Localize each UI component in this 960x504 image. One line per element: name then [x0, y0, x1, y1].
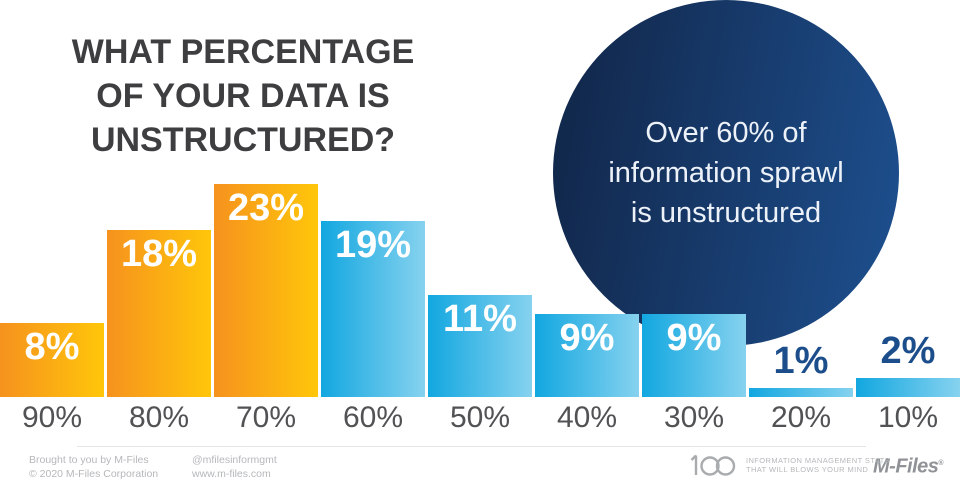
stats-tagline-line-2: THAT WILL BLOWS YOUR MIND	[746, 465, 869, 474]
bar-column-40pct: 9%	[535, 314, 639, 397]
bar-column-30pct: 9%	[642, 314, 746, 397]
bar-chart: 8% 18% 23% 19% 11% 9% 9% 1% 2%	[0, 157, 960, 397]
bar-70pct: 23%	[214, 184, 318, 397]
bar-value-label-50pct: 11%	[443, 298, 517, 340]
mfiles-wordmark: M-Files	[873, 455, 939, 478]
stats-tagline-line-1: INFORMATION MANAGEMENT STATS	[746, 456, 890, 465]
mfiles-logo: M-Files®	[873, 452, 944, 479]
page-title-line-1: WHAT PERCENTAGE	[71, 33, 415, 71]
bar-value-label-90pct: 8%	[24, 326, 80, 368]
bar-value-label-60pct: 19%	[334, 224, 412, 266]
axis-tick-label-30pct: 30%	[663, 401, 725, 434]
footer-social: @mfilesinformgmt www.m-files.com	[192, 453, 277, 481]
page-title-line-2: OF YOUR DATA IS	[96, 77, 390, 115]
bar-column-10pct: 2%	[856, 329, 960, 397]
bar-60pct: 19%	[321, 221, 425, 397]
bar-column-50pct: 11%	[428, 295, 532, 397]
axis-tick-label-10pct: 10%	[877, 401, 939, 434]
axis-tick-label-40pct: 40%	[556, 401, 618, 434]
social-handle: @mfilesinformgmt	[192, 454, 277, 466]
bar-column-80pct: 18%	[107, 230, 211, 397]
bar-column-90pct: 8%	[0, 323, 104, 397]
bar-value-label-20pct: 1%	[773, 340, 829, 382]
bar-column-70pct: 23%	[214, 184, 318, 397]
bar-80pct: 18%	[107, 230, 211, 397]
bar-value-label-30pct: 9%	[666, 317, 722, 359]
axis-tick-label-90pct: 90%	[21, 401, 83, 434]
axis-tick-label-60pct: 60%	[342, 401, 404, 434]
bar-value-label-10pct: 2%	[880, 330, 936, 372]
callout-text: Over 60% of information sprawl is unstru…	[608, 113, 843, 233]
axis-tick-label-20pct: 20%	[770, 401, 832, 434]
axis-row: 90% 80% 70% 60% 50% 40% 30% 20% 10%	[0, 400, 960, 436]
registered-mark: ®	[938, 460, 944, 467]
axis-tick-label-70pct: 70%	[235, 401, 297, 434]
bar-column-20pct: 1%	[749, 339, 853, 397]
bar-value-label-80pct: 18%	[120, 233, 198, 275]
callout-line-3: is unstructured	[630, 197, 822, 229]
footer-credit: Brought to you by M-Files © 2020 M-Files…	[29, 453, 158, 481]
stats-tagline: INFORMATION MANAGEMENT STATS THAT WILL B…	[746, 456, 890, 474]
website-url: www.m-files.com	[192, 468, 271, 480]
bar-50pct: 11%	[428, 295, 532, 397]
axis-tick-label-80pct: 80%	[128, 401, 190, 434]
stats-100-icon	[688, 452, 740, 478]
footer-credit-line-1: Brought to you by M-Files	[29, 454, 149, 466]
stats-100-logo: INFORMATION MANAGEMENT STATS THAT WILL B…	[688, 452, 890, 478]
bar-30pct: 9%	[642, 314, 746, 397]
bar-40pct: 9%	[535, 314, 639, 397]
bar-10pct	[856, 378, 960, 397]
bar-value-label-40pct: 9%	[559, 317, 615, 359]
callout-line-1: Over 60% of	[645, 117, 807, 149]
page-title: WHAT PERCENTAGE OF YOUR DATA IS UNSTRUCT…	[60, 30, 426, 162]
axis-tick-label-50pct: 50%	[449, 401, 511, 434]
bar-column-60pct: 19%	[321, 221, 425, 397]
footer-divider	[77, 446, 866, 447]
footer-credit-line-2: © 2020 M-Files Corporation	[29, 468, 159, 480]
bar-value-label-70pct: 23%	[227, 187, 305, 229]
callout-circle: Over 60% of information sprawl is unstru…	[553, 0, 899, 346]
bar-20pct	[749, 388, 853, 397]
bar-90pct: 8%	[0, 323, 104, 397]
callout-line-2: information sprawl	[608, 157, 844, 189]
page-title-line-3: UNSTRUCTURED?	[90, 121, 396, 159]
